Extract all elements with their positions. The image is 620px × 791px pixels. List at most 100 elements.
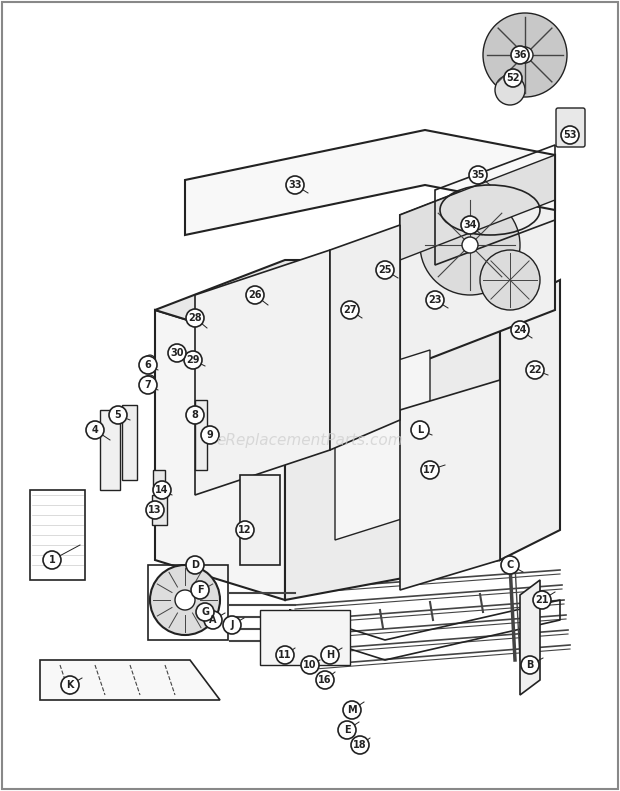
Polygon shape (155, 310, 285, 600)
Polygon shape (400, 380, 500, 590)
Circle shape (186, 406, 204, 424)
Polygon shape (185, 130, 555, 235)
Text: K: K (66, 680, 74, 690)
Circle shape (316, 671, 334, 689)
Circle shape (462, 237, 478, 253)
Text: D: D (191, 560, 199, 570)
Text: G: G (201, 607, 209, 617)
Circle shape (86, 421, 104, 439)
Text: 9: 9 (206, 430, 213, 440)
Text: C: C (507, 560, 513, 570)
Text: 10: 10 (303, 660, 317, 670)
Text: 28: 28 (188, 313, 202, 323)
Polygon shape (520, 580, 540, 695)
Text: 8: 8 (192, 410, 198, 420)
Circle shape (184, 351, 202, 369)
FancyBboxPatch shape (556, 108, 585, 147)
Text: 35: 35 (471, 170, 485, 180)
Circle shape (426, 291, 444, 309)
Text: B: B (526, 660, 534, 670)
FancyBboxPatch shape (195, 400, 207, 470)
Circle shape (504, 69, 522, 87)
Circle shape (321, 646, 339, 664)
Text: 24: 24 (513, 325, 527, 335)
Circle shape (421, 461, 439, 479)
Circle shape (411, 421, 429, 439)
Circle shape (168, 344, 186, 362)
Circle shape (146, 501, 164, 519)
Text: L: L (417, 425, 423, 435)
Text: 7: 7 (144, 380, 151, 390)
Text: E: E (343, 725, 350, 735)
Text: J: J (230, 620, 234, 630)
Text: 11: 11 (278, 650, 292, 660)
Text: 26: 26 (248, 290, 262, 300)
Polygon shape (285, 310, 500, 600)
Text: 14: 14 (155, 485, 169, 495)
Text: 4: 4 (92, 425, 99, 435)
Polygon shape (500, 280, 560, 560)
Circle shape (236, 521, 254, 539)
Polygon shape (400, 155, 555, 370)
Circle shape (196, 603, 214, 621)
Polygon shape (330, 225, 400, 450)
Text: 5: 5 (115, 410, 122, 420)
Circle shape (517, 47, 533, 63)
Circle shape (526, 361, 544, 379)
Polygon shape (335, 350, 430, 540)
Text: eReplacementParts.com: eReplacementParts.com (216, 433, 404, 448)
Circle shape (286, 176, 304, 194)
FancyBboxPatch shape (100, 410, 120, 490)
Circle shape (501, 556, 519, 574)
Text: 27: 27 (343, 305, 356, 315)
Text: 25: 25 (378, 265, 392, 275)
Circle shape (461, 216, 479, 234)
Circle shape (469, 166, 487, 184)
Text: 22: 22 (528, 365, 542, 375)
Circle shape (61, 676, 79, 694)
Circle shape (351, 736, 369, 754)
Circle shape (186, 556, 204, 574)
FancyBboxPatch shape (240, 475, 280, 565)
Circle shape (480, 250, 540, 310)
Circle shape (150, 565, 220, 635)
Circle shape (533, 591, 551, 609)
Text: 21: 21 (535, 595, 549, 605)
Polygon shape (40, 660, 220, 700)
Circle shape (204, 611, 222, 629)
Circle shape (186, 309, 204, 327)
Circle shape (338, 721, 356, 739)
Circle shape (511, 321, 529, 339)
Text: 16: 16 (318, 675, 332, 685)
Circle shape (139, 376, 157, 394)
Text: 30: 30 (170, 348, 184, 358)
Circle shape (246, 286, 264, 304)
FancyBboxPatch shape (152, 495, 167, 525)
Polygon shape (195, 250, 330, 495)
Text: 34: 34 (463, 220, 477, 230)
Text: 13: 13 (148, 505, 162, 515)
Text: 17: 17 (423, 465, 436, 475)
Circle shape (191, 581, 209, 599)
Circle shape (145, 355, 155, 365)
FancyBboxPatch shape (30, 490, 85, 580)
Text: 33: 33 (288, 180, 302, 190)
Circle shape (43, 551, 61, 569)
Text: 29: 29 (186, 355, 200, 365)
Text: 36: 36 (513, 50, 527, 60)
Circle shape (376, 261, 394, 279)
Circle shape (511, 46, 529, 64)
Circle shape (483, 13, 567, 97)
Text: 52: 52 (507, 73, 520, 83)
Text: 53: 53 (563, 130, 577, 140)
FancyBboxPatch shape (260, 610, 350, 665)
FancyBboxPatch shape (122, 405, 137, 480)
Text: A: A (210, 615, 217, 625)
Circle shape (175, 590, 195, 610)
Circle shape (109, 406, 127, 424)
Circle shape (420, 195, 520, 295)
Circle shape (561, 126, 579, 144)
Text: M: M (347, 705, 357, 715)
Circle shape (153, 481, 171, 499)
Text: 1: 1 (48, 555, 55, 565)
